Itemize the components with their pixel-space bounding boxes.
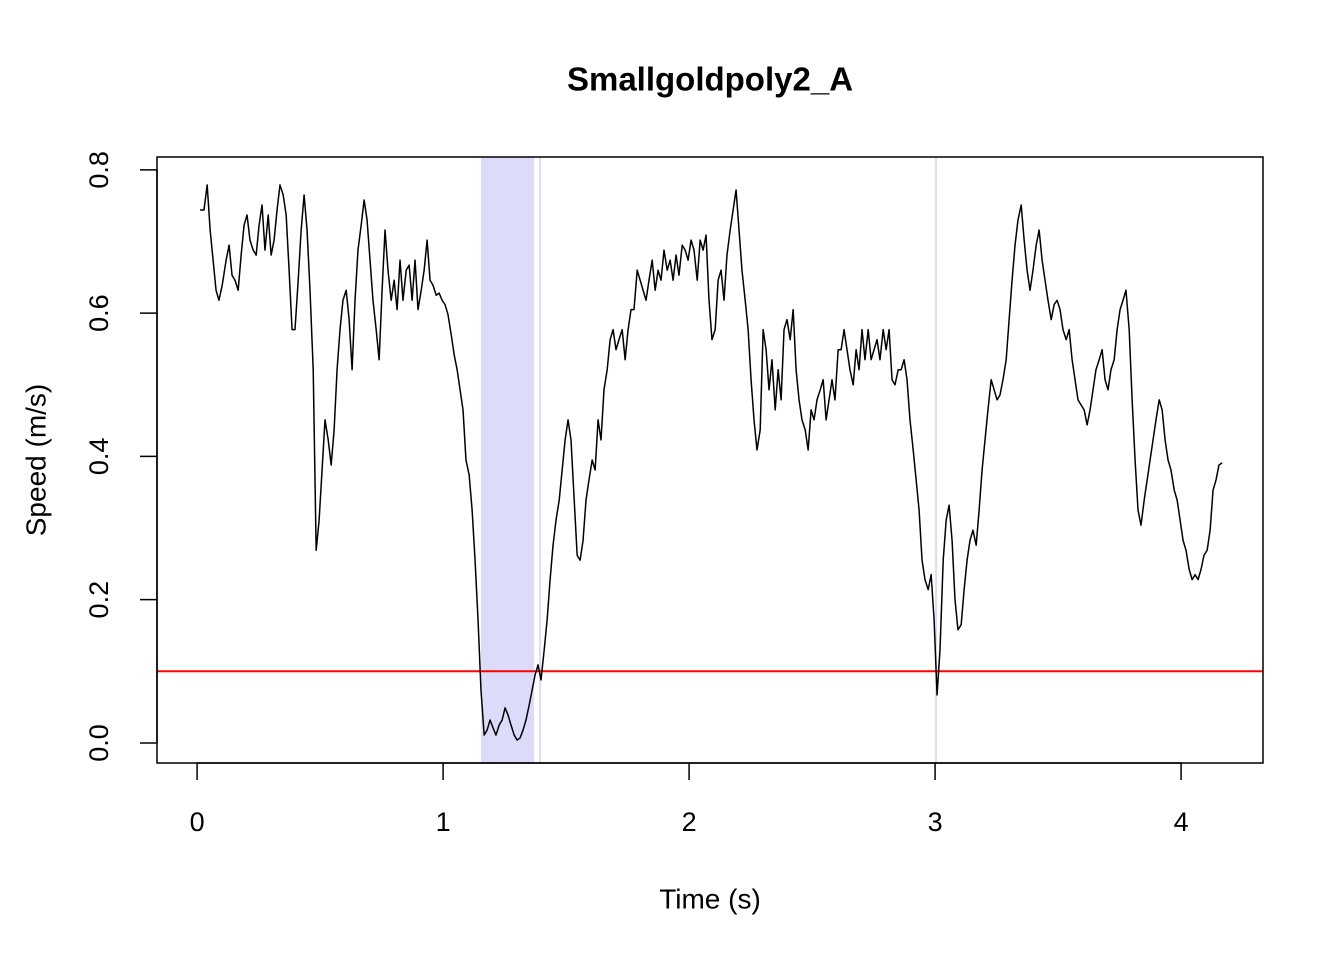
highlight-region <box>935 157 938 763</box>
x-tick-label: 4 <box>1174 807 1189 837</box>
y-tick-label: 0.8 <box>84 151 114 189</box>
y-tick-label: 0.0 <box>84 724 114 762</box>
y-tick-label: 0.2 <box>84 581 114 619</box>
x-tick-label: 1 <box>436 807 451 837</box>
highlight-region <box>480 157 535 763</box>
x-tick-label: 2 <box>682 807 697 837</box>
x-tick-label: 0 <box>190 807 205 837</box>
data-line <box>200 184 1223 741</box>
x-axis-title: Time (s) <box>659 883 761 914</box>
y-axis-title: Speed (m/s) <box>20 384 51 537</box>
highlight-region <box>539 157 542 763</box>
chart-title: Smallgoldpoly2_A <box>567 61 853 98</box>
x-tick-label: 3 <box>928 807 943 837</box>
y-tick-label: 0.6 <box>84 294 114 332</box>
y-tick-label: 0.4 <box>84 438 114 476</box>
